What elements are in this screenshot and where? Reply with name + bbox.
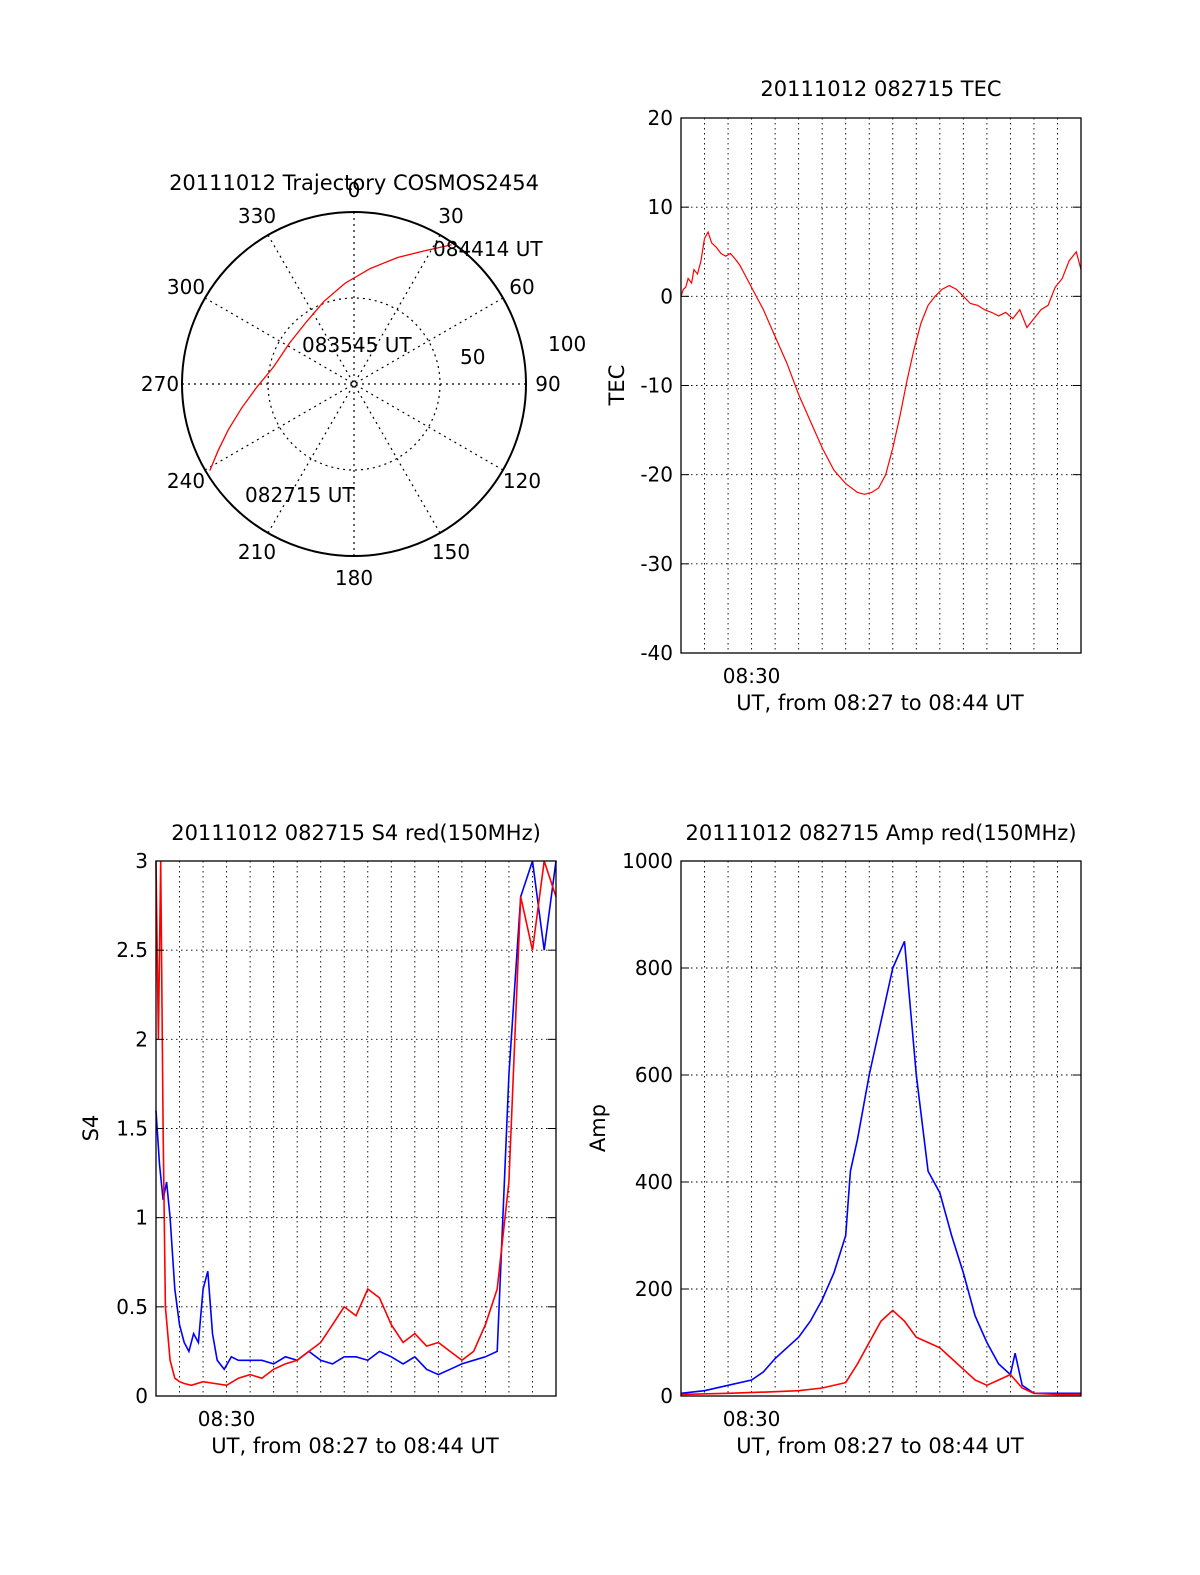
s4-panel: 20111012 082715 S4 red(150MHz) 0 0.5 1 1.5 2… — [79, 821, 557, 1458]
tec-xtick-label-0: 08:30 — [723, 664, 781, 688]
tec-y-ticks: -40 -30 -20 -10 0 10 20 — [640, 106, 1081, 665]
amp-y-ticks: 0 200 400 600 800 1000 — [622, 849, 1081, 1408]
tec-panel: 20111012 082715 TEC -40 -30 -20 -10 0 10 20 08… — [605, 77, 1082, 715]
azimuth-label-30: 30 — [438, 204, 463, 228]
amp-ytick-label-5: 1000 — [622, 849, 673, 873]
amp-xtick-label-0: 08:30 — [723, 1407, 781, 1431]
amp-ytick-label-0: 0 — [660, 1384, 673, 1408]
s4-series-line-0 — [155, 860, 557, 1376]
tec-ytick-label-4: 0 — [660, 284, 673, 308]
amp-frame — [680, 860, 1082, 1397]
tec-ytick-label-1: -30 — [640, 552, 673, 576]
s4-xtick-label-0: 08:30 — [198, 1407, 256, 1431]
tec-series-line-0 — [680, 230, 1082, 495]
s4-y-ticks: 0 0.5 1 1.5 2 2.5 3 — [116, 849, 556, 1408]
zenith-50-ring — [267, 297, 441, 471]
tec-xlabel: UT, from 08:27 to 08:44 UT — [736, 691, 1024, 715]
amp-ytick-label-4: 800 — [635, 956, 673, 980]
trajectory-title: 20111012 Trajectory COSMOS2454 — [169, 171, 539, 195]
amp-ylabel: Amp — [586, 1104, 610, 1152]
tec-ytick-label-5: 10 — [648, 195, 673, 219]
amp-xlabel: UT, from 08:27 to 08:44 UT — [736, 1434, 1024, 1458]
s4-ytick-label-5: 2.5 — [116, 938, 148, 962]
azimuth-label-0: 0 — [348, 178, 361, 202]
amp-grid — [681, 861, 1081, 1396]
zenith-ring-label-100: 100 — [548, 332, 586, 356]
azimuth-label-300: 300 — [167, 275, 205, 299]
tec-ylabel: TEC — [605, 365, 629, 407]
azimuth-label-330: 330 — [238, 204, 276, 228]
trajectory-start-time: 082715 UT — [245, 483, 355, 507]
azimuth-label-60: 60 — [509, 275, 534, 299]
trajectory-mid-time: 083545 UT — [302, 333, 412, 357]
amp-series-line-1 — [680, 1309, 1081, 1396]
azimuth-label-210: 210 — [238, 540, 276, 564]
tec-ytick-label-2: -20 — [640, 463, 673, 487]
s4-ytick-label-4: 2 — [135, 1027, 148, 1051]
tec-ytick-label-3: -10 — [640, 374, 673, 398]
tec-series — [680, 230, 1082, 495]
s4-series-line-1 — [155, 860, 557, 1387]
tec-ytick-label-0: -40 — [640, 641, 673, 665]
s4-ytick-label-1: 0.5 — [116, 1295, 148, 1319]
azimuth-label-90: 90 — [535, 372, 560, 396]
azimuth-label-270: 270 — [141, 372, 179, 396]
amp-series — [680, 940, 1081, 1396]
trajectory-series — [209, 244, 452, 471]
trajectory-panel: 20111012 Trajectory COSMOS2454 0 30 60 90 12… — [141, 171, 586, 590]
amp-ytick-label-3: 600 — [635, 1063, 673, 1087]
azimuth-label-180: 180 — [335, 566, 373, 590]
trajectory-end-time: 084414 UT — [433, 237, 543, 261]
tec-ytick-label-6: 20 — [648, 106, 673, 130]
tec-title: 20111012 082715 TEC — [760, 77, 1001, 101]
azimuth-label-240: 240 — [167, 469, 205, 493]
amp-title: 20111012 082715 Amp red(150MHz) — [685, 821, 1076, 845]
s4-ytick-label-3: 1.5 — [116, 1117, 148, 1141]
s4-ytick-label-2: 1 — [135, 1206, 148, 1230]
s4-ylabel: S4 — [79, 1115, 103, 1142]
amp-x-ticks: 08:30 — [723, 1407, 781, 1431]
amp-series-line-0 — [680, 940, 1081, 1395]
s4-xlabel: UT, from 08:27 to 08:44 UT — [211, 1434, 499, 1458]
azimuth-label-120: 120 — [503, 469, 541, 493]
azimuth-label-150: 150 — [432, 540, 470, 564]
zenith-ring-label-50: 50 — [460, 345, 485, 369]
tec-x-ticks: 08:30 — [723, 664, 781, 688]
tec-grid — [681, 118, 1081, 653]
s4-x-ticks: 08:30 — [198, 1407, 256, 1431]
s4-title: 20111012 082715 S4 red(150MHz) — [171, 821, 541, 845]
amp-panel: 20111012 082715 Amp red(150MHz) 0 200 400 6… — [586, 821, 1082, 1458]
s4-ytick-label-0: 0 — [135, 1384, 148, 1408]
amp-ytick-label-2: 400 — [635, 1170, 673, 1194]
amp-ytick-label-1: 200 — [635, 1277, 673, 1301]
s4-series — [155, 860, 557, 1387]
azimuth-labels: 0 30 60 90 120 150 180 210 240 270 300 330 — [141, 178, 561, 590]
trajectory-line-0 — [209, 244, 452, 471]
s4-ytick-label-6: 3 — [135, 849, 148, 873]
